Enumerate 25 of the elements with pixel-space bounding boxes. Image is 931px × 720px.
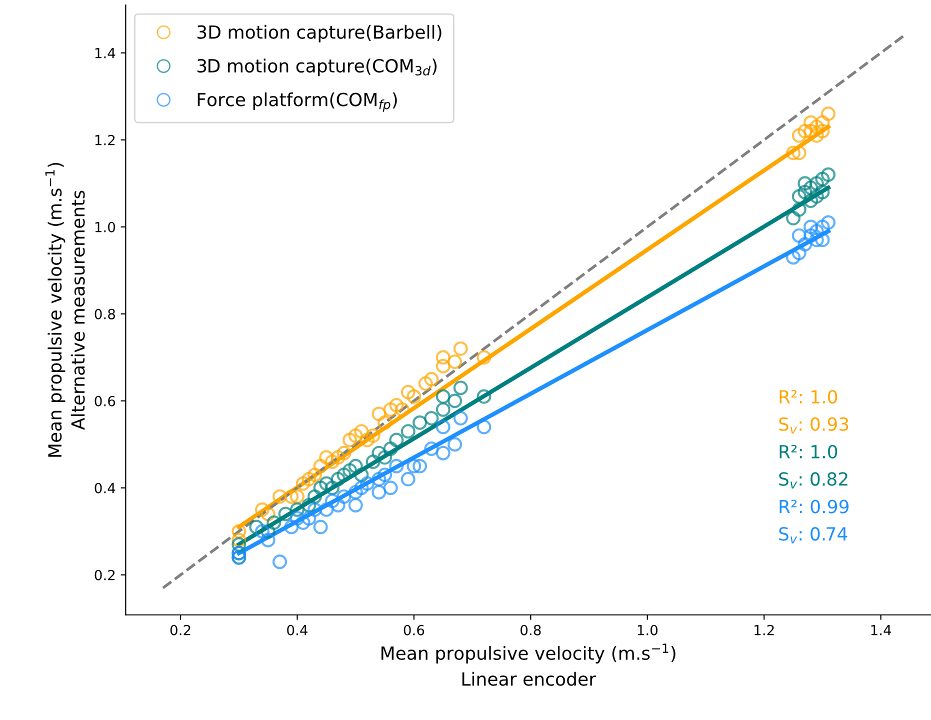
text: Mean propulsive velocity (m.s$^{−1}$) Linear encoder [382,644,676,686]
x-tick-label: 0.8 [520,624,541,636]
annotation: S$_{v}$: 0.93 [779,417,848,434]
y-tick-label: 0.2 [94,570,115,580]
y-tick-label: 1.0 [95,222,116,232]
y-tick-label: 0.8 [94,308,116,320]
y-tick-label: 1.4 [95,48,116,58]
x-tick-label: 0.2 [170,624,190,636]
y-tick-label: 1.2 [95,134,115,146]
annotation: R²: 0.99 [780,500,849,514]
text: Mean propulsive velocity (m.s$^{−1}$) Alternative measurements [45,162,85,457]
y-tick-label: 0.6 [94,396,116,406]
y-tick-label: 0.4 [94,482,116,494]
x-tick-label: 1.4 [871,625,892,636]
annotation: R²: 1.0 [780,444,838,459]
x-tick-label: 0.6 [404,624,424,636]
legend-label: Force platform(COM$_{fp}$) [198,92,397,112]
annotation: S$_{v}$: 0.82 [779,472,848,489]
x-tick-label: 0.4 [287,624,308,636]
annotation: R²: 1.0 [780,390,838,404]
x-tick-label: 1.2 [754,624,774,636]
x-tick-label: 1.0 [638,624,658,636]
annotation: S$_{v}$: 0.74 [779,527,848,544]
legend-label: 3D motion capture(Barbell) [197,24,442,42]
legend-label: 3D motion capture(COM$_{3d}$) [197,58,437,76]
